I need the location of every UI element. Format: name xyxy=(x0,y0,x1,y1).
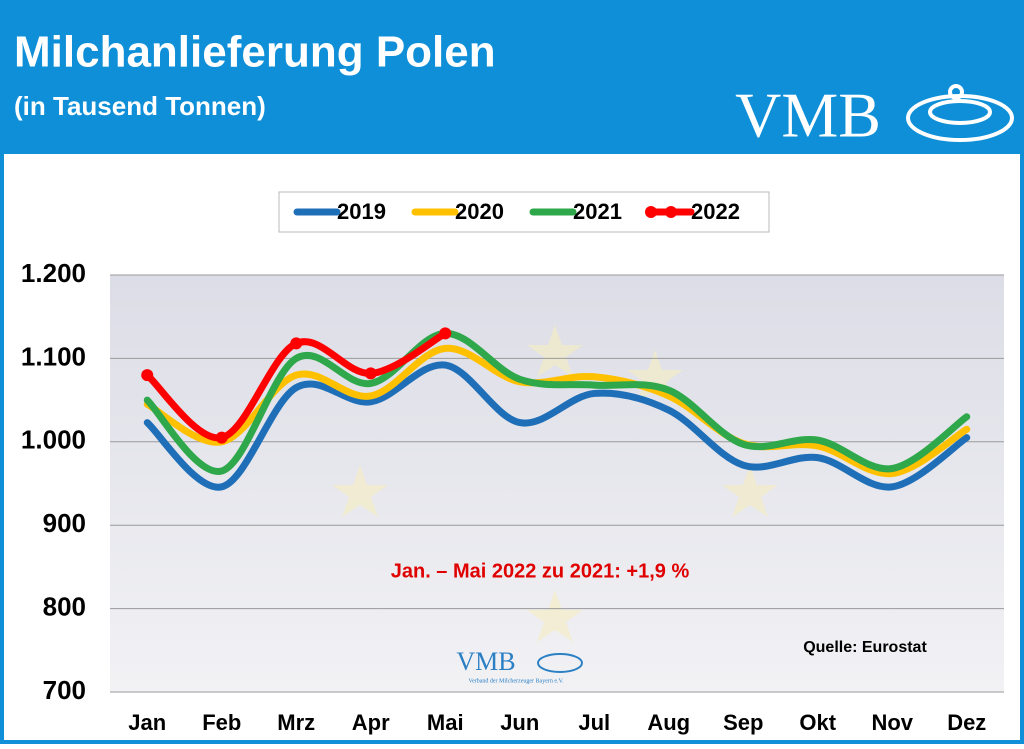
x-tick-label: Dez xyxy=(947,710,986,735)
y-tick-label: 1.100 xyxy=(21,341,86,371)
watermark-icon xyxy=(537,653,583,673)
y-tick-label: 700 xyxy=(43,675,86,705)
subtitle: (in Tausend Tonnen) xyxy=(14,91,266,121)
logo: VMB xyxy=(735,80,881,151)
data-point xyxy=(290,337,303,350)
series-line xyxy=(143,361,971,491)
y-tick-label: 900 xyxy=(43,508,86,538)
legend-label: 2022 xyxy=(691,199,740,224)
data-point xyxy=(215,431,228,444)
x-tick-label: Mrz xyxy=(277,710,315,735)
x-tick-label: Nov xyxy=(871,710,913,735)
legend-label: 2020 xyxy=(455,199,504,224)
legend-marker xyxy=(665,206,677,218)
legend: 2019 2020 2021 2022 xyxy=(278,191,770,233)
x-tick-label: Sep xyxy=(723,710,763,735)
y-tick-label: 800 xyxy=(43,591,86,621)
logo-icon xyxy=(906,84,1014,142)
x-tick-label: Aug xyxy=(647,710,690,735)
y-tick-label: 1.200 xyxy=(21,258,86,288)
x-tick-label: Okt xyxy=(799,710,836,735)
x-tick-label: Mai xyxy=(427,710,464,735)
watermark-text: Verband der Milcherzeuger Bayern e.V. xyxy=(468,678,564,684)
title: Milchanlieferung Polen xyxy=(14,28,496,77)
data-point xyxy=(439,327,452,340)
legend-label: 2019 xyxy=(337,199,386,224)
legend-marker xyxy=(645,206,657,218)
y-tick-label: 1.000 xyxy=(21,425,86,455)
x-tick-label: Jan xyxy=(128,710,166,735)
background-stars xyxy=(332,325,778,642)
x-tick-label: Jun xyxy=(500,710,539,735)
header xyxy=(0,0,1024,150)
annotation: Jan. – Mai 2022 zu 2021: +1,9 % xyxy=(391,560,690,582)
data-point xyxy=(364,367,377,380)
series-line xyxy=(143,329,971,475)
legend-label: 2021 xyxy=(573,199,622,224)
source: Quelle: Eurostat xyxy=(803,639,927,656)
x-tick-label: Apr xyxy=(352,710,390,735)
x-tick-label: Jul xyxy=(578,710,610,735)
watermark-logo: VMB xyxy=(456,647,515,676)
x-tick-label: Feb xyxy=(202,710,241,735)
data-point xyxy=(141,369,154,382)
